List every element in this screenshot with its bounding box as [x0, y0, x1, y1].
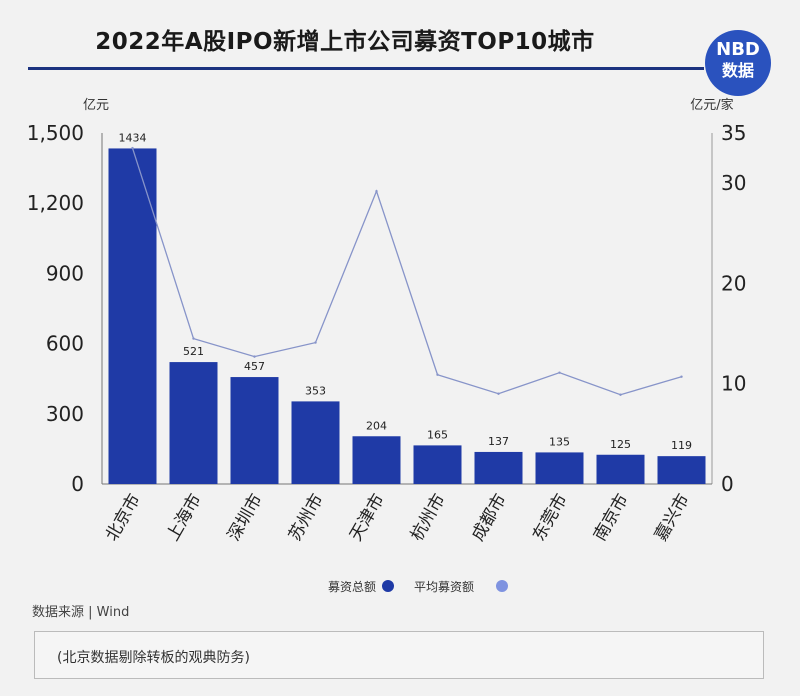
average-point [192, 337, 195, 340]
bar-value-label: 353 [305, 384, 326, 397]
bar-value-label: 521 [183, 345, 204, 358]
bar [230, 377, 279, 484]
bar-value-label: 125 [610, 438, 631, 451]
average-point [680, 375, 683, 378]
category-label: 北京市 [102, 491, 145, 545]
right-tick-label: 20 [721, 271, 746, 295]
category-label: 杭州市 [407, 491, 450, 545]
category-label: 东莞市 [529, 491, 572, 545]
note-box: (北京数据剔除转板的观典防务) [34, 631, 764, 679]
bar-value-label: 137 [488, 435, 509, 448]
right-tick-label: 30 [721, 171, 746, 195]
right-axis-unit: 亿元/家 [690, 97, 733, 113]
bar [169, 362, 218, 484]
average-point [253, 355, 256, 358]
bar [474, 451, 523, 484]
right-tick-label: 0 [721, 472, 734, 496]
bar [352, 436, 401, 484]
bar-value-label: 1434 [119, 131, 147, 144]
left-axis-unit: 亿元 [83, 98, 109, 113]
category-label: 天津市 [346, 491, 389, 545]
bar [291, 401, 340, 484]
average-point [131, 146, 134, 150]
bar [596, 454, 645, 484]
logo-line2: 数据 [721, 61, 754, 80]
legend-marker-total [382, 580, 394, 592]
legend-label-total: 募资总额 [328, 580, 376, 594]
data-source: 数据来源 | Wind [32, 605, 130, 620]
title-divider [28, 67, 704, 70]
category-label: 深圳市 [224, 491, 267, 545]
bar [108, 148, 157, 484]
category-label: 成都市 [468, 491, 511, 545]
category-label: 上海市 [163, 491, 206, 545]
right-tick-label: 35 [721, 121, 746, 145]
nbd-logo: NBD 数据 [705, 30, 771, 96]
category-label: 嘉兴市 [651, 491, 694, 545]
bar-value-label: 204 [366, 419, 387, 432]
bar [535, 452, 584, 484]
chart: 亿元 亿元/家 1,500 1,200 900 600 300 0 35 30 20 10 0 1434 5… [27, 97, 747, 594]
average-point [558, 371, 561, 374]
category-label: 苏州市 [285, 491, 328, 545]
chart-title: 2022年A股IPO新增上市公司募资TOP10城市 [95, 29, 595, 55]
left-tick-label: 300 [46, 402, 84, 426]
left-tick-label: 0 [71, 472, 84, 496]
bar-value-label: 457 [244, 360, 265, 373]
left-tick-label: 1,500 [27, 121, 84, 145]
legend-label-average: 平均募资额 [414, 580, 474, 594]
left-tick-label: 1,200 [27, 191, 84, 215]
bar-value-label: 165 [427, 428, 448, 441]
category-label: 南京市 [590, 491, 633, 545]
bar [413, 445, 462, 484]
average-line [131, 147, 682, 396]
legend-marker-average [496, 580, 508, 592]
logo-line1: NBD [716, 39, 760, 60]
average-point [375, 189, 378, 193]
average-point [497, 392, 500, 395]
left-tick-label: 600 [46, 332, 84, 356]
average-point [436, 373, 439, 376]
note-text: (北京数据剔除转板的观典防务) [57, 650, 250, 666]
left-tick-label: 900 [46, 261, 84, 285]
average-point [314, 341, 317, 344]
bar-value-label: 135 [549, 435, 570, 448]
bar [657, 456, 706, 484]
bar-value-label: 119 [671, 439, 692, 452]
right-tick-label: 10 [721, 372, 746, 396]
average-point [619, 393, 622, 396]
